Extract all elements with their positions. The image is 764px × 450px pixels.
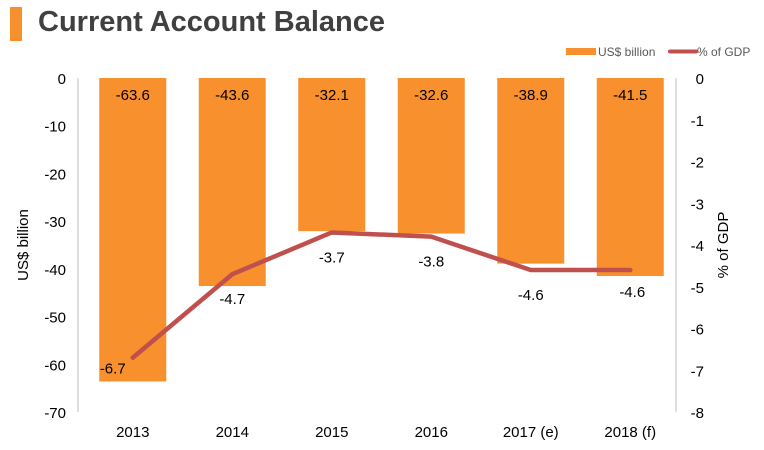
gdp-point [628, 268, 633, 273]
gdp-point [528, 268, 533, 273]
left-axis-tick-label: -10 [44, 119, 66, 136]
bar-data-label: -32.6 [414, 87, 448, 104]
left-axis-tick-label: -50 [44, 310, 66, 327]
left-axis-tick-label: -60 [44, 357, 66, 374]
bar-data-label: -43.6 [215, 87, 249, 104]
x-axis-tick-label: 2018 (f) [604, 424, 656, 441]
gdp-point [130, 355, 135, 360]
left-axis-tick-label: -70 [44, 405, 66, 422]
right-axis-tick-label: -1 [691, 113, 704, 130]
bar [198, 78, 266, 287]
bar [497, 78, 565, 264]
chart-title: Current Account Balance [38, 6, 385, 38]
x-axis-tick-label: 2013 [116, 424, 149, 441]
title-accent-bar [10, 7, 22, 41]
right-axis-tick-label: -6 [691, 322, 704, 339]
legend-label-line: % of GDP [697, 45, 750, 59]
gdp-line [130, 230, 633, 360]
gdp-point [429, 234, 434, 239]
x-axis-tick-label: 2014 [216, 424, 249, 441]
right-axis-tick-label: -5 [691, 280, 704, 297]
left-axis-title: US$ billion [15, 209, 32, 281]
bar [397, 78, 465, 234]
gdp-data-label: -6.7 [100, 361, 126, 378]
gdp-data-label: -3.8 [418, 254, 444, 271]
left-axis-tick-label: -40 [44, 262, 66, 279]
right-axis-tick-label: -8 [691, 405, 704, 422]
gdp-data-label: -4.6 [518, 287, 544, 304]
right-axis-title: % of GDP [715, 212, 732, 279]
bar-data-label: -63.6 [116, 87, 150, 104]
bar [99, 78, 167, 382]
x-axis-tick-label: 2015 [315, 424, 348, 441]
right-axis-tick-label: 0 [696, 71, 704, 88]
gdp-point [329, 230, 334, 235]
gdp-data-label: -4.6 [619, 284, 645, 301]
right-axis-tick-label: -3 [691, 196, 704, 213]
bar [596, 78, 664, 277]
x-axis-tick-label: 2017 (e) [503, 424, 559, 441]
bar-data-label: -41.5 [613, 87, 647, 104]
legend-label-bar: US$ billion [598, 45, 655, 59]
gdp-point [230, 272, 235, 277]
bar [298, 78, 366, 232]
right-axis-tick-label: -2 [691, 155, 704, 172]
bar-data-label: -32.1 [315, 87, 349, 104]
x-axis-tick-label: 2016 [415, 424, 448, 441]
legend-swatch-bar [566, 48, 596, 55]
left-axis-tick-label: 0 [58, 71, 66, 88]
left-axis-tick-label: -20 [44, 166, 66, 183]
left-axis-tick-label: -30 [44, 214, 66, 231]
right-axis-tick-label: -4 [691, 238, 704, 255]
right-axis-tick-label: -7 [691, 363, 704, 380]
gdp-data-label: -4.7 [219, 291, 245, 308]
bar-data-label: -38.9 [514, 87, 548, 104]
gdp-data-label: -3.7 [319, 249, 345, 266]
